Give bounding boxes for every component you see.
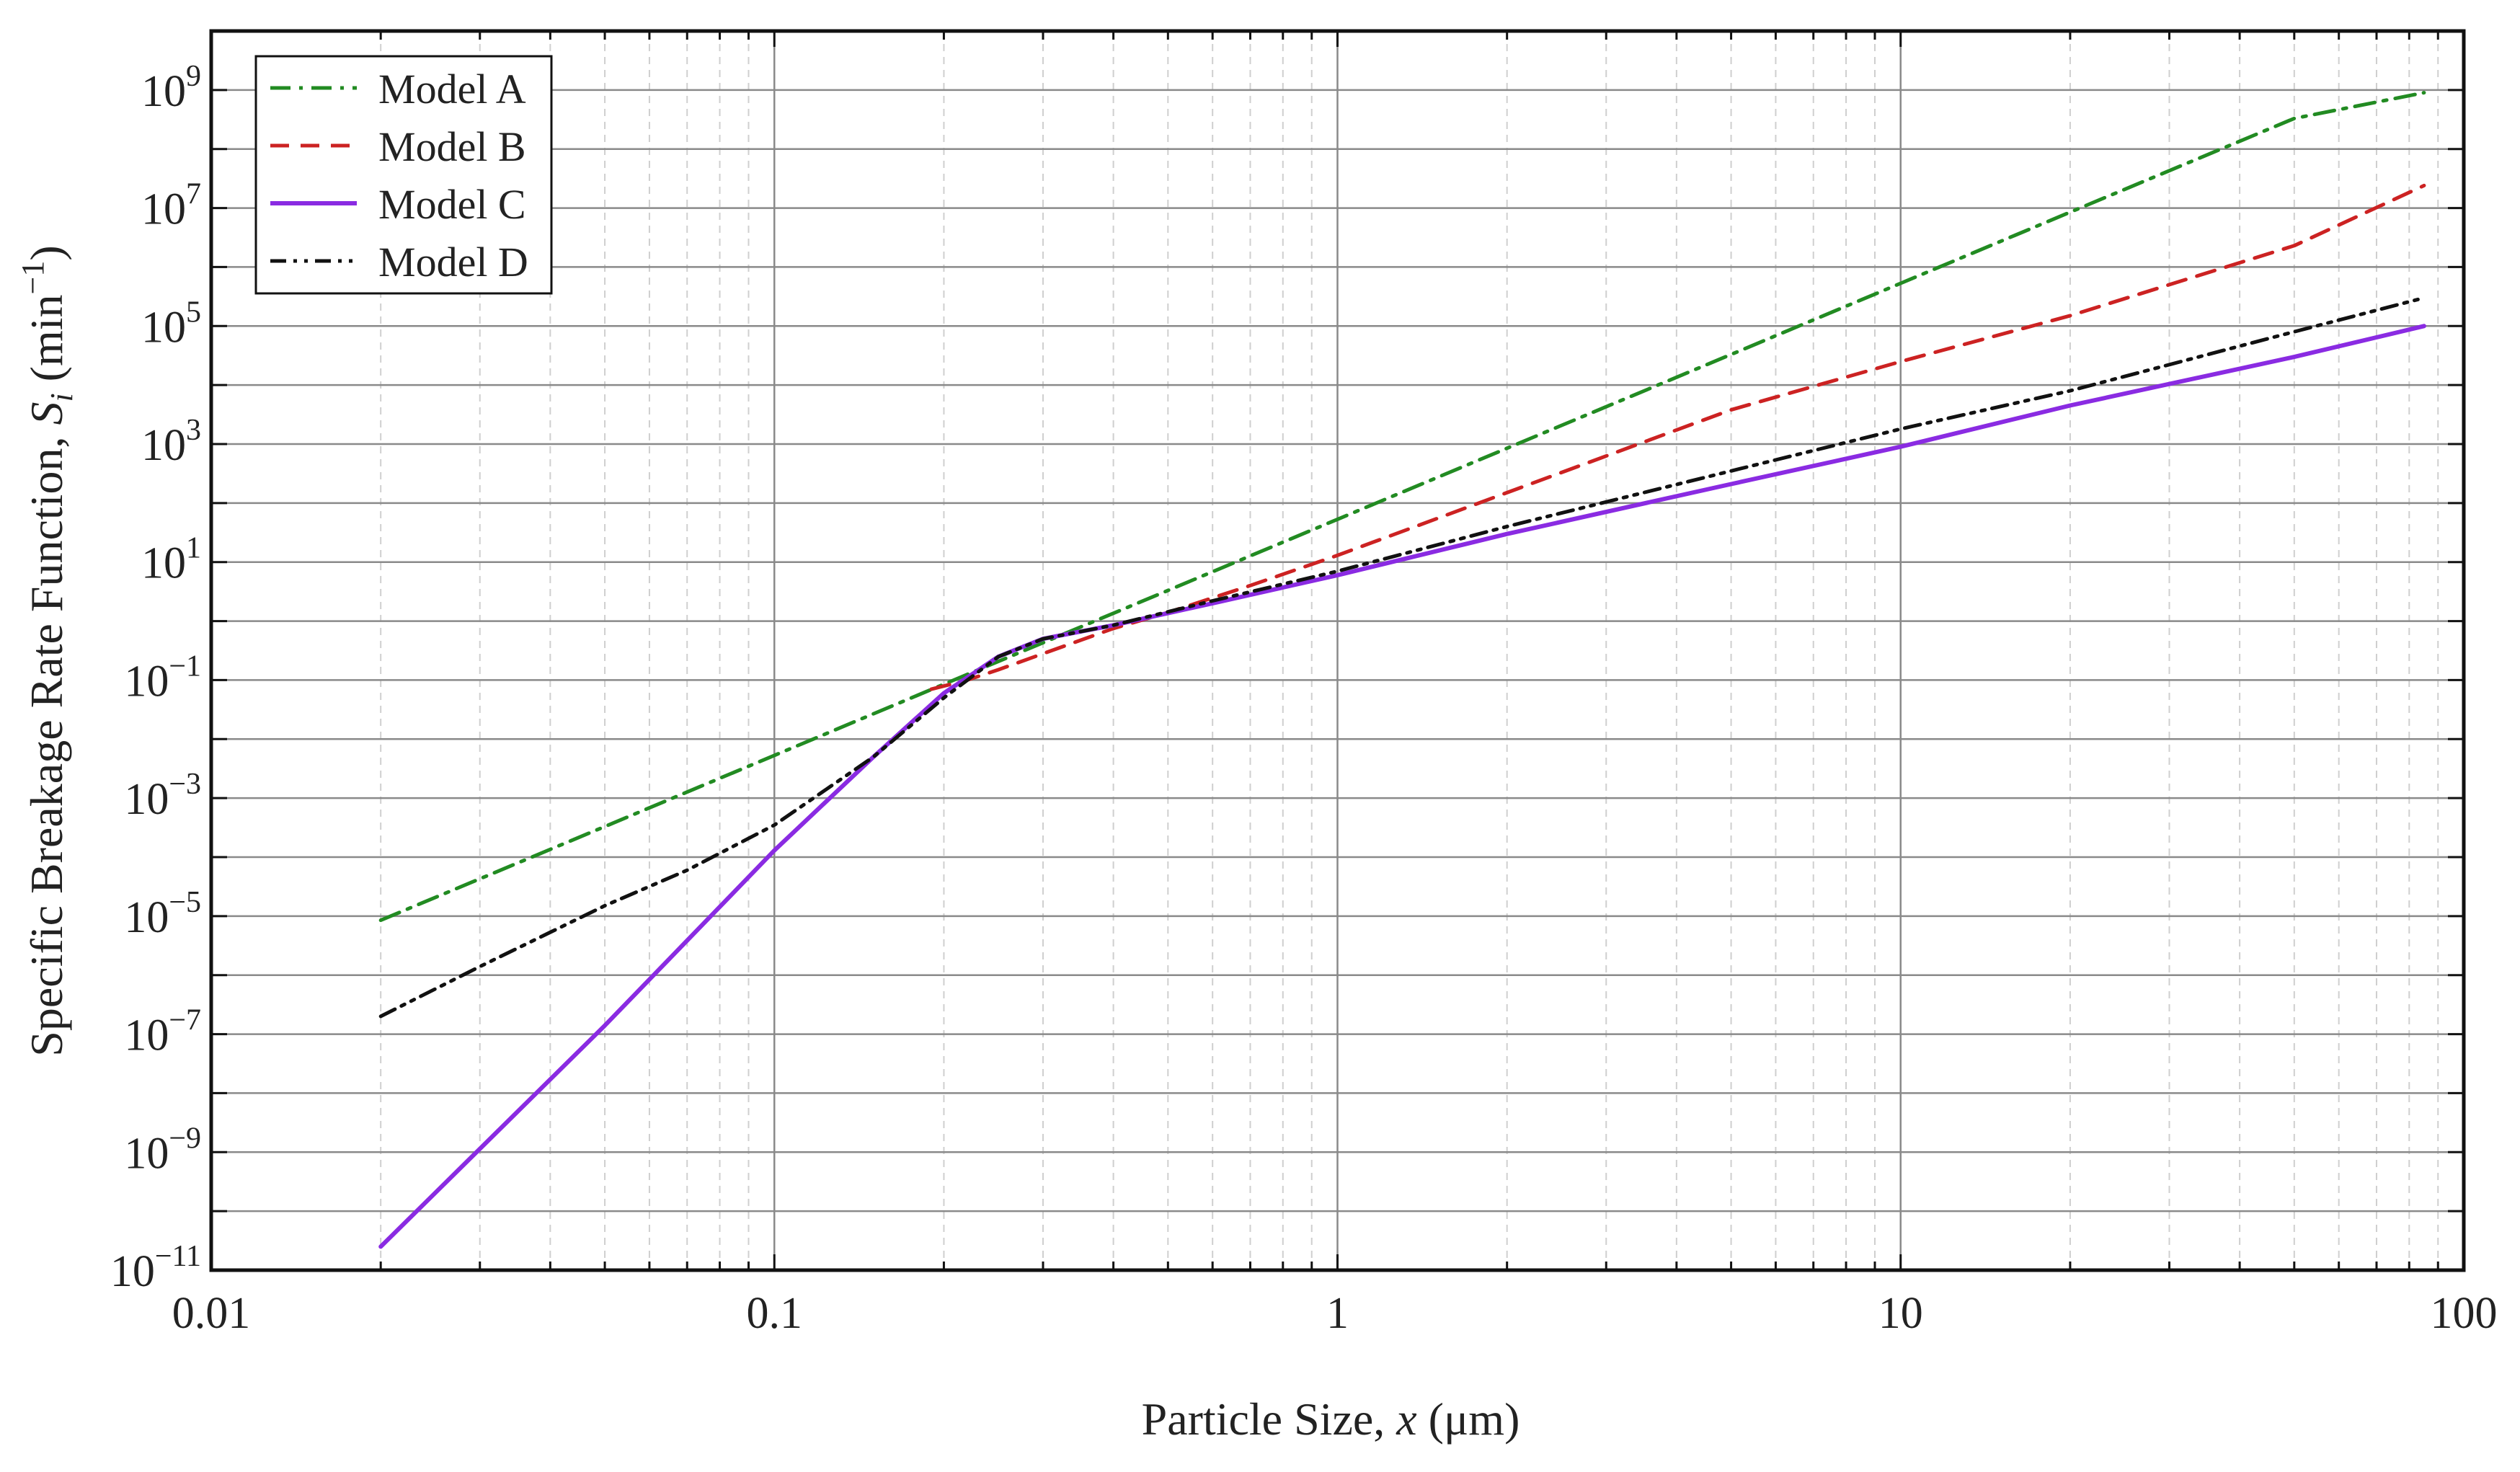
x-axis-label: Particle Size, x (μm) bbox=[1142, 1393, 1520, 1445]
legend-box bbox=[254, 55, 553, 295]
series-line-model-c bbox=[378, 324, 2426, 1249]
legend-label: Model D bbox=[378, 239, 528, 285]
y-axis-label-prefix: Specific Breakage Rate Function, bbox=[21, 425, 72, 1057]
x-tick-label: 1 bbox=[1326, 1289, 1349, 1338]
y-tick-label: 105 bbox=[141, 296, 201, 352]
y-tick-label: 10−1 bbox=[124, 649, 201, 706]
y-axis-label-unit-open: (min bbox=[21, 294, 72, 393]
legend-label: Model A bbox=[378, 66, 526, 112]
x-tick-label: 0.1 bbox=[747, 1289, 803, 1338]
y-axis-label-unit-sup: −1 bbox=[15, 261, 50, 295]
legend-label: Model B bbox=[378, 123, 526, 170]
series-line-model-d bbox=[378, 296, 2426, 1019]
legend: Model A Model B Model C Model D bbox=[254, 55, 553, 295]
x-tick-label: 100 bbox=[2431, 1289, 2498, 1338]
y-tick-label: 101 bbox=[141, 532, 201, 588]
x-axis-label-unit: (μm) bbox=[1417, 1393, 1520, 1445]
y-tick-label: 10−5 bbox=[124, 886, 201, 942]
legend-label: Model C bbox=[378, 181, 526, 228]
y-tick-label: 109 bbox=[141, 60, 201, 116]
y-axis-label-sub: i bbox=[44, 393, 79, 402]
y-tick-label: 107 bbox=[141, 178, 201, 234]
axis-ticks: 0.01 0.1 1 10 100 10−11 10−9 10−7 10−5 10−3 10−1 10… bbox=[110, 30, 2498, 1338]
y-tick-label: 103 bbox=[141, 414, 201, 470]
x-tick-label: 0.01 bbox=[172, 1289, 251, 1338]
y-tick-label: 10−9 bbox=[124, 1122, 201, 1178]
x-axis-label-prefix: Particle Size, bbox=[1142, 1393, 1397, 1445]
y-tick-label: 10−11 bbox=[110, 1240, 201, 1296]
x-tick-label: 10 bbox=[1878, 1289, 1923, 1338]
series-line-model-a bbox=[378, 91, 2426, 923]
y-axis-label-var: S bbox=[21, 402, 72, 425]
y-axis-label-unit-close: ) bbox=[21, 245, 72, 260]
y-tick-label: 10−3 bbox=[124, 768, 201, 824]
y-tick-label: 10−7 bbox=[124, 1004, 201, 1060]
series-lines bbox=[378, 91, 2426, 1249]
series-line-model-b bbox=[929, 183, 2426, 691]
x-axis-label-var: x bbox=[1396, 1393, 1416, 1445]
grid bbox=[210, 31, 2464, 1270]
y-axis-label: Specific Breakage Rate Function, Si (min… bbox=[15, 245, 79, 1056]
